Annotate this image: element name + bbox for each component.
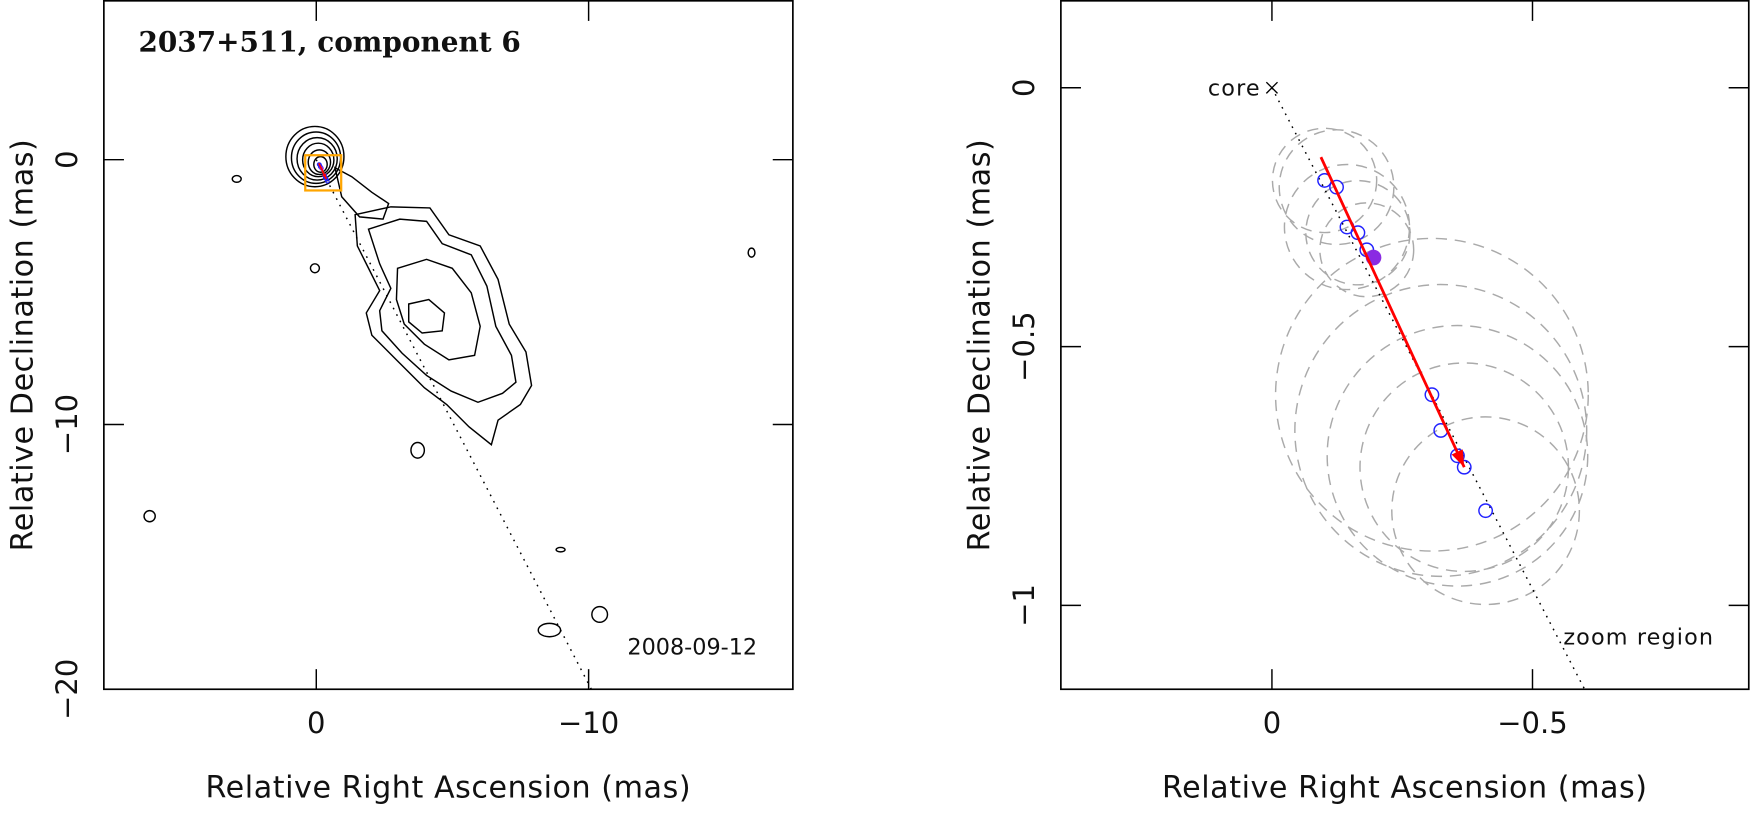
contour	[309, 263, 321, 274]
component-size	[1271, 127, 1378, 234]
contour	[410, 441, 426, 459]
component-size	[1391, 416, 1581, 606]
component	[1424, 387, 1440, 403]
contour	[591, 605, 609, 623]
component-size	[1294, 283, 1588, 578]
contour	[333, 166, 390, 220]
arrow-head	[1451, 449, 1465, 468]
component-size	[1283, 163, 1411, 291]
y-axis-label: Relative Declination (mas)	[5, 139, 40, 552]
core-marker	[1265, 81, 1278, 94]
core-label: core	[1208, 76, 1261, 102]
plot-frame	[103, 0, 794, 691]
y-tick-label: −0.5	[1007, 311, 1041, 381]
contours	[143, 125, 756, 638]
y-tick-label: 0	[1007, 79, 1041, 97]
component-size	[1359, 362, 1570, 573]
contour	[313, 155, 328, 173]
component-size	[1274, 237, 1589, 552]
contour	[301, 142, 335, 178]
y-tick-label: −1	[1007, 584, 1041, 627]
y-axis-label: Relative Declination (mas)	[962, 139, 997, 552]
jet-line	[315, 159, 592, 690]
contour	[307, 149, 332, 176]
y-tick-label: −10	[50, 394, 84, 455]
annotation: zoom region	[1563, 625, 1714, 651]
x-tick-label: −0.5	[1497, 706, 1567, 740]
component	[1456, 459, 1472, 475]
component-size	[1326, 324, 1589, 587]
x-tick-label: −10	[558, 706, 619, 740]
y-tick-label: 0	[50, 150, 84, 168]
contour	[143, 509, 156, 523]
x-tick-label: 0	[1263, 706, 1281, 740]
contour	[395, 258, 481, 361]
component	[1478, 503, 1494, 519]
date: 2008-09-12	[627, 635, 757, 661]
y-tick-label: −20	[50, 659, 84, 720]
x-tick-label: 0	[307, 706, 325, 740]
component	[325, 179, 330, 184]
component-size	[1319, 202, 1415, 298]
contour	[285, 125, 345, 188]
contour	[231, 174, 242, 184]
plot-frame	[1060, 0, 1750, 691]
contour	[296, 136, 338, 181]
title: 2037+511, component 6	[138, 26, 520, 59]
arrow-head	[322, 173, 327, 180]
arrow-shaft	[1319, 156, 1466, 468]
x-axis-label: Relative Right Ascension (mas)	[1162, 771, 1648, 806]
component	[1450, 448, 1465, 464]
zoom-box	[304, 154, 343, 192]
contour	[537, 622, 562, 638]
contour	[555, 546, 566, 553]
contour	[407, 298, 446, 334]
contour	[354, 206, 533, 446]
x-axis-label: Relative Right Ascension (mas)	[206, 771, 692, 806]
component-size	[1278, 129, 1395, 246]
contour	[747, 247, 756, 258]
contour	[367, 218, 517, 404]
